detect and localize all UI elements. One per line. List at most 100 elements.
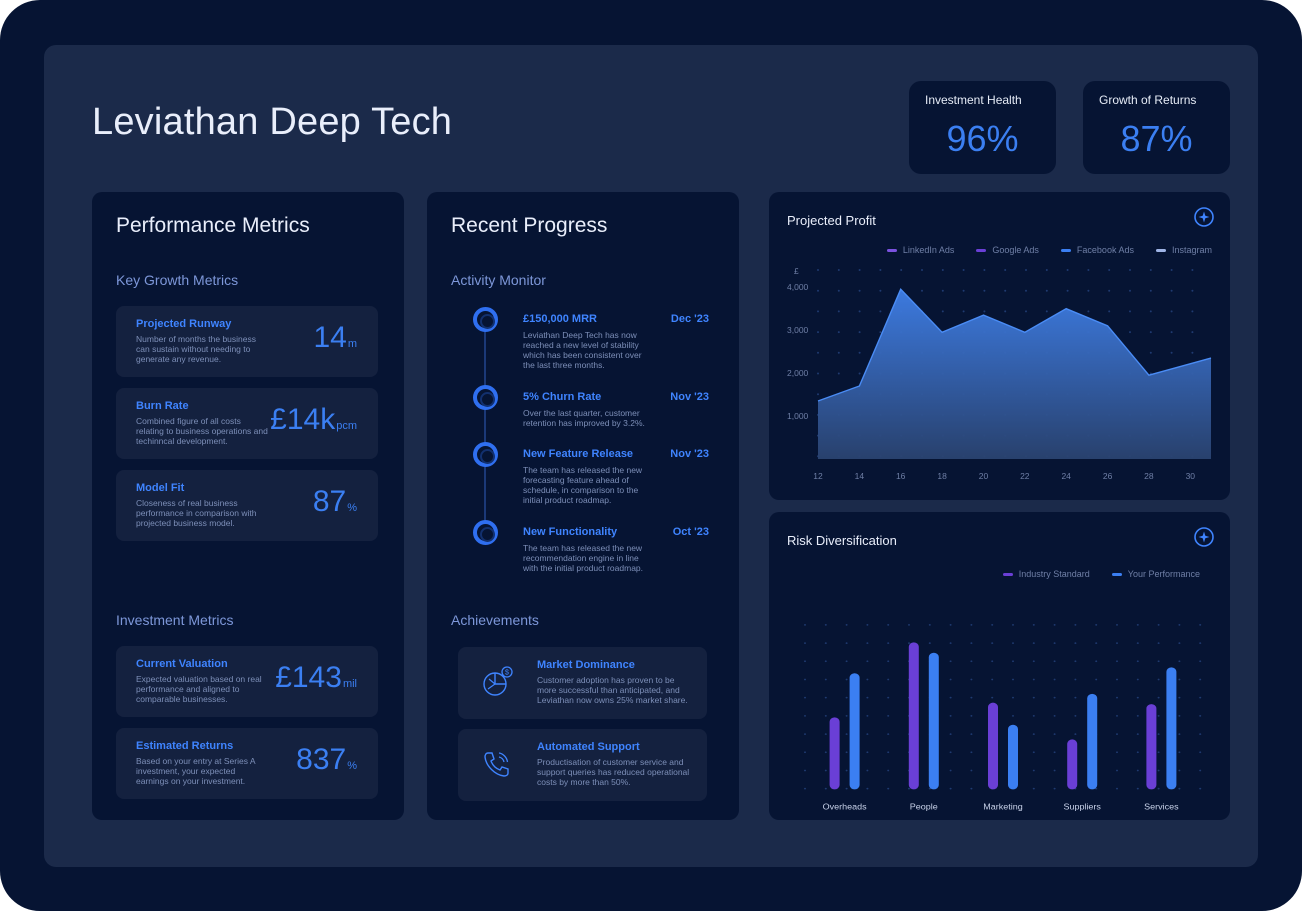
timeline-event[interactable]: £150,000 MRR Dec '23 Leviathan Deep Tech… <box>523 313 713 370</box>
grid-dot <box>1157 715 1160 717</box>
grid-dot <box>1136 715 1139 717</box>
x-tick-label: 12 <box>813 471 823 481</box>
grid-dot <box>837 351 840 354</box>
grid-dot <box>962 310 965 313</box>
grid-dot <box>1149 331 1152 334</box>
grid-dot <box>949 769 952 772</box>
metric-description: Number of months the business can sustai… <box>136 334 257 364</box>
pie-chart-dollar-icon: $ <box>483 666 513 696</box>
grid-dot <box>1136 733 1139 735</box>
y-tick-label: 2,000 <box>787 368 809 378</box>
grid-dot <box>824 769 827 772</box>
grid-dot <box>858 331 861 334</box>
grid-dot <box>1032 642 1035 644</box>
grid-dot <box>1053 642 1056 644</box>
timeline-event[interactable]: New Feature Release Nov '23 The team has… <box>523 448 713 505</box>
grid-dot <box>983 310 986 313</box>
kpi-value: 87% <box>1120 118 1193 159</box>
section-label: Investment Metrics <box>116 612 234 628</box>
metric-description: Combined figure of all costs relating to… <box>136 416 268 446</box>
grid-dot <box>866 624 869 626</box>
timeline-event[interactable]: 5% Churn Rate Nov '23 Over the last quar… <box>523 391 713 428</box>
achievement-card-automated-support[interactable]: Automated Support Productisation of cust… <box>458 729 707 801</box>
x-tick-label: 26 <box>1103 471 1113 481</box>
grid-dot <box>1012 660 1014 663</box>
grid-dot <box>1149 269 1152 271</box>
grid-dot <box>1178 642 1181 644</box>
grid-dot <box>1199 715 1202 717</box>
grid-dot <box>817 331 819 334</box>
grid-dot <box>1053 715 1056 717</box>
grid-dot <box>1136 696 1139 699</box>
grid-dot <box>928 624 931 626</box>
metric-title: Current Valuation <box>136 658 228 670</box>
legend-swatch <box>976 248 987 252</box>
grid-dot <box>804 696 806 699</box>
metric-card-returns[interactable]: Estimated Returns Based on your entry at… <box>116 728 378 799</box>
grid-dot <box>991 678 994 681</box>
recent-progress-panel: Recent Progress Activity Monitor £150,00… <box>427 192 739 820</box>
grid-dot <box>866 696 869 699</box>
metric-card-runway[interactable]: Projected Runway Number of months the bu… <box>116 306 378 377</box>
grid-dot <box>1116 624 1118 626</box>
grid-dot <box>804 624 806 626</box>
grid-dot <box>845 733 848 735</box>
phone-icon <box>484 752 509 777</box>
profit-line <box>817 288 1212 402</box>
grid-dot <box>991 660 994 663</box>
achievement-description: Customer adoption has proven to be more … <box>537 675 688 705</box>
metric-card-valuation[interactable]: Current Valuation Expected valuation bas… <box>116 646 378 717</box>
x-category-label: People <box>910 802 938 811</box>
bar <box>829 717 840 790</box>
achievement-card-market-dominance[interactable]: $ Market Dominance Customer adoption has… <box>458 647 707 719</box>
timeline-event[interactable]: New Functionality Oct '23 The team has r… <box>523 526 713 573</box>
metric-card-model-fit[interactable]: Model Fit Closeness of real business per… <box>116 470 378 541</box>
sparkle-icon[interactable] <box>1194 207 1214 227</box>
legend-swatch <box>1060 248 1071 252</box>
grid-dot <box>887 678 890 681</box>
grid-dot <box>921 269 923 271</box>
event-title: New Feature Release <box>523 448 634 460</box>
grid-dot <box>866 769 869 772</box>
grid-dot <box>1157 696 1160 699</box>
grid-dot <box>1053 678 1056 681</box>
grid-dot <box>1116 660 1118 663</box>
grid-dot <box>941 310 944 313</box>
grid-dot <box>879 331 882 334</box>
grid-dot <box>866 660 869 663</box>
grid-dot <box>900 269 903 271</box>
grid-dot <box>970 660 973 663</box>
chart-title: Risk Diversification <box>787 533 897 548</box>
y-tick-label: 3,000 <box>787 325 809 335</box>
grid-dot <box>887 733 890 735</box>
grid-dot <box>1116 696 1118 699</box>
svg-text:$: $ <box>505 670 509 677</box>
metric-card-burn-rate[interactable]: Burn Rate Combined figure of all costs r… <box>116 388 378 459</box>
x-tick-label: 28 <box>1144 471 1154 481</box>
x-tick-label: 14 <box>855 471 865 481</box>
grid-dot <box>804 715 806 717</box>
grid-dot <box>1045 310 1048 313</box>
sparkle-icon[interactable] <box>1194 527 1214 547</box>
grid-dot <box>949 678 952 681</box>
grid-dot <box>1129 269 1131 271</box>
kpi-investment-health[interactable]: Investment Health 96% <box>909 81 1056 174</box>
grid-dot <box>1074 678 1077 681</box>
bar <box>1008 724 1018 790</box>
grid-dot <box>1199 787 1202 790</box>
timeline-line <box>484 319 486 532</box>
grid-dot <box>866 715 869 717</box>
panel-title: Performance Metrics <box>116 214 310 237</box>
grid-dot <box>1157 642 1160 644</box>
grid-dot <box>1136 624 1139 626</box>
profit-area <box>818 289 1211 459</box>
grid-dot <box>1170 331 1173 334</box>
grid-dot <box>1149 289 1152 292</box>
legend-item: Industry Standard <box>1002 569 1090 579</box>
metric-title: Burn Rate <box>136 400 189 412</box>
kpi-growth-of-returns[interactable]: Growth of Returns 87% <box>1083 81 1230 174</box>
grid-dot <box>879 269 882 271</box>
x-tick-label: 20 <box>979 471 989 481</box>
grid-dot <box>970 696 973 699</box>
